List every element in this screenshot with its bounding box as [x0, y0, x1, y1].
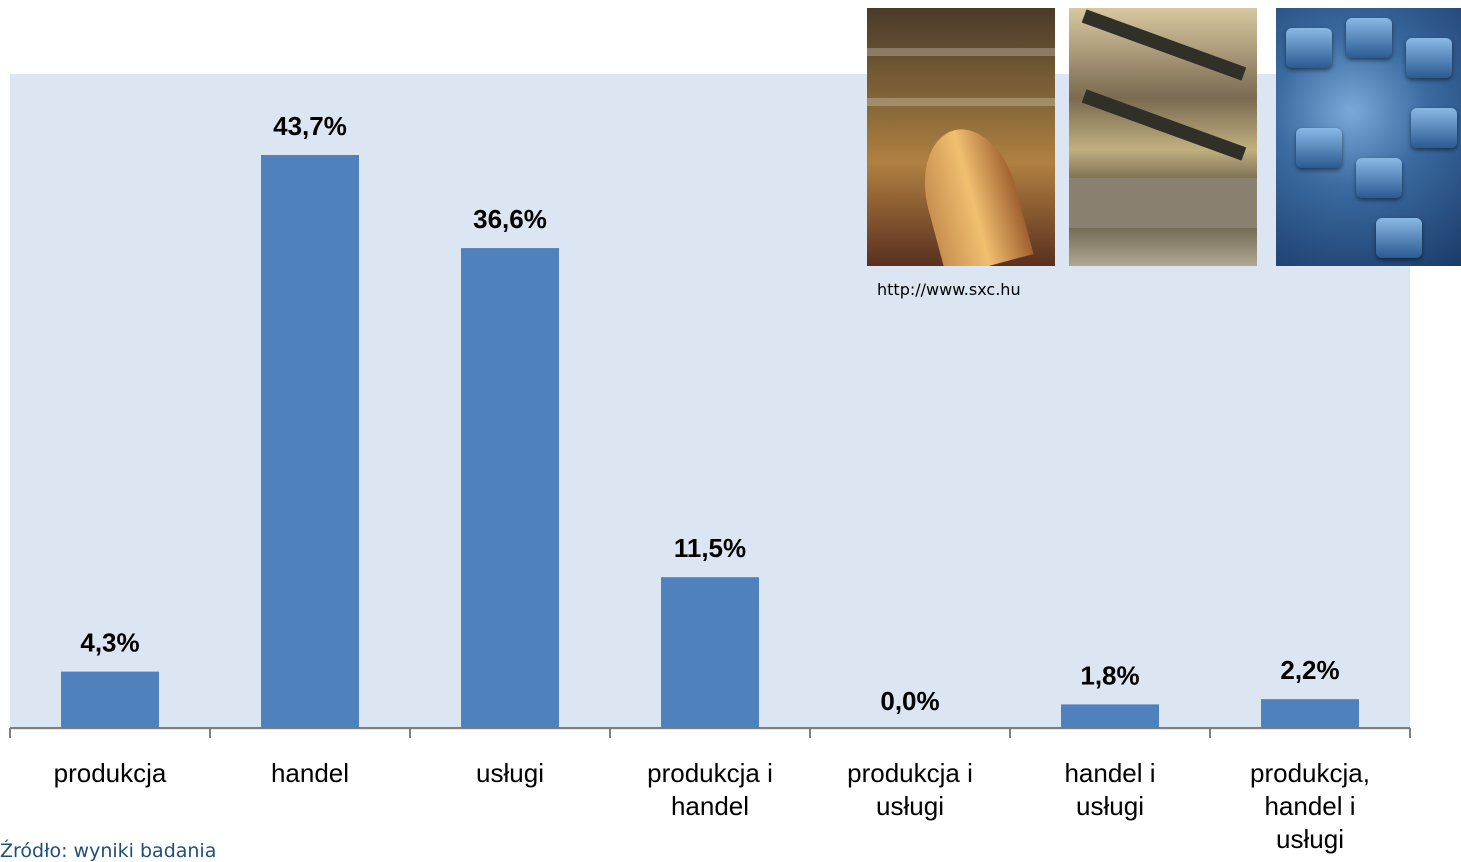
category-label: produkcja i handel	[647, 758, 773, 821]
bar	[661, 577, 759, 728]
shopping-mall-photo	[1069, 8, 1257, 266]
data-label: 43,7%	[273, 111, 347, 141]
data-label: 4,3%	[80, 628, 139, 658]
bar	[261, 155, 359, 728]
data-label: 2,2%	[1280, 655, 1339, 685]
bar	[61, 672, 159, 728]
bar	[1261, 699, 1359, 728]
category-label: produkcja i usługi	[847, 758, 973, 821]
factory-photo	[867, 8, 1055, 266]
data-label: 0,0%	[880, 686, 939, 716]
image-credit: http://www.sxc.hu	[877, 280, 1021, 299]
bar	[461, 248, 559, 728]
category-label: handel	[271, 758, 349, 788]
category-label: produkcja	[54, 758, 167, 788]
category-label: usługi	[476, 758, 544, 788]
category-label: produkcja, handel i usługi	[1250, 758, 1370, 854]
data-label: 1,8%	[1080, 660, 1139, 690]
source-note: Źródło: wyniki badania	[0, 840, 216, 862]
category-label: handel i usługi	[1064, 758, 1155, 821]
bar	[1061, 704, 1159, 728]
data-label: 36,6%	[473, 204, 547, 234]
data-label: 11,5%	[674, 533, 746, 563]
keyboard-photo	[1276, 8, 1461, 266]
